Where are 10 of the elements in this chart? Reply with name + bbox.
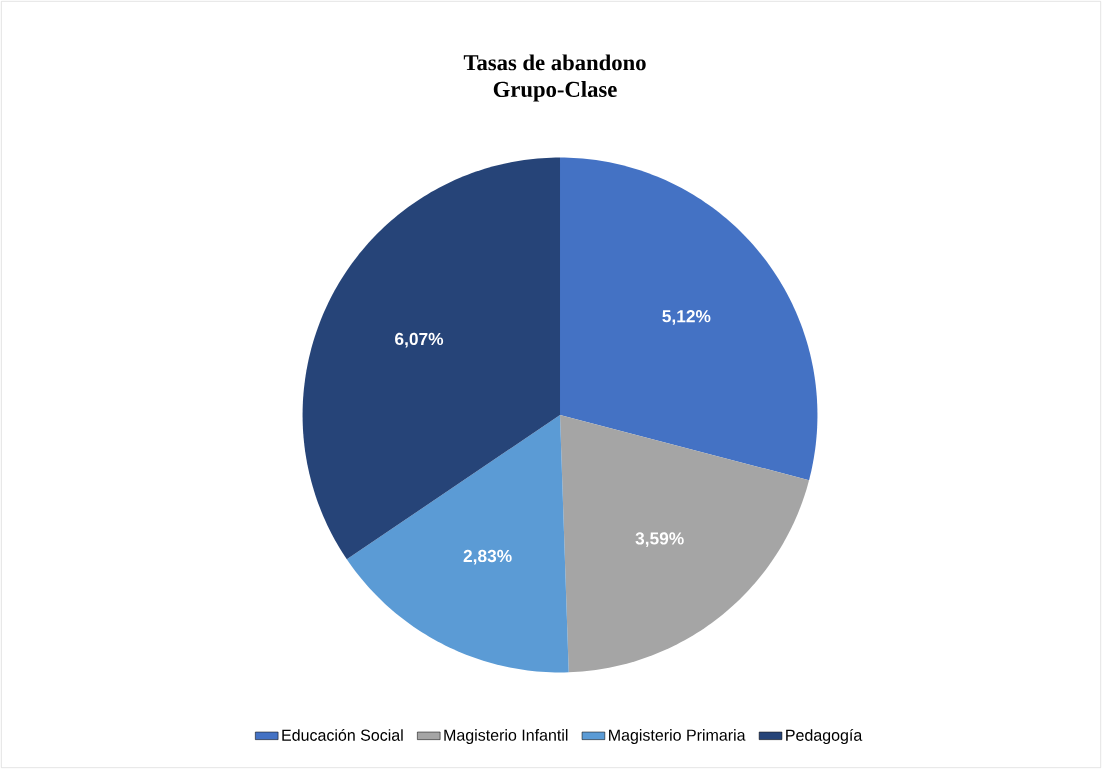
legend-label: Magisterio Primaria [609, 729, 746, 744]
data-label: 2,83% [463, 549, 512, 565]
legend-label: Magisterio Infantil [444, 729, 568, 744]
chart-title: Tasas de abandono [463, 54, 646, 71]
chart-subtitle: Grupo-Clase [493, 81, 617, 102]
data-label: 3,59% [635, 532, 684, 548]
data-label: 6,07% [395, 332, 444, 348]
data-label: 5,12% [662, 310, 711, 325]
legend-label: Educación Social [282, 728, 403, 741]
legend-label: Pedagogía [786, 728, 863, 745]
